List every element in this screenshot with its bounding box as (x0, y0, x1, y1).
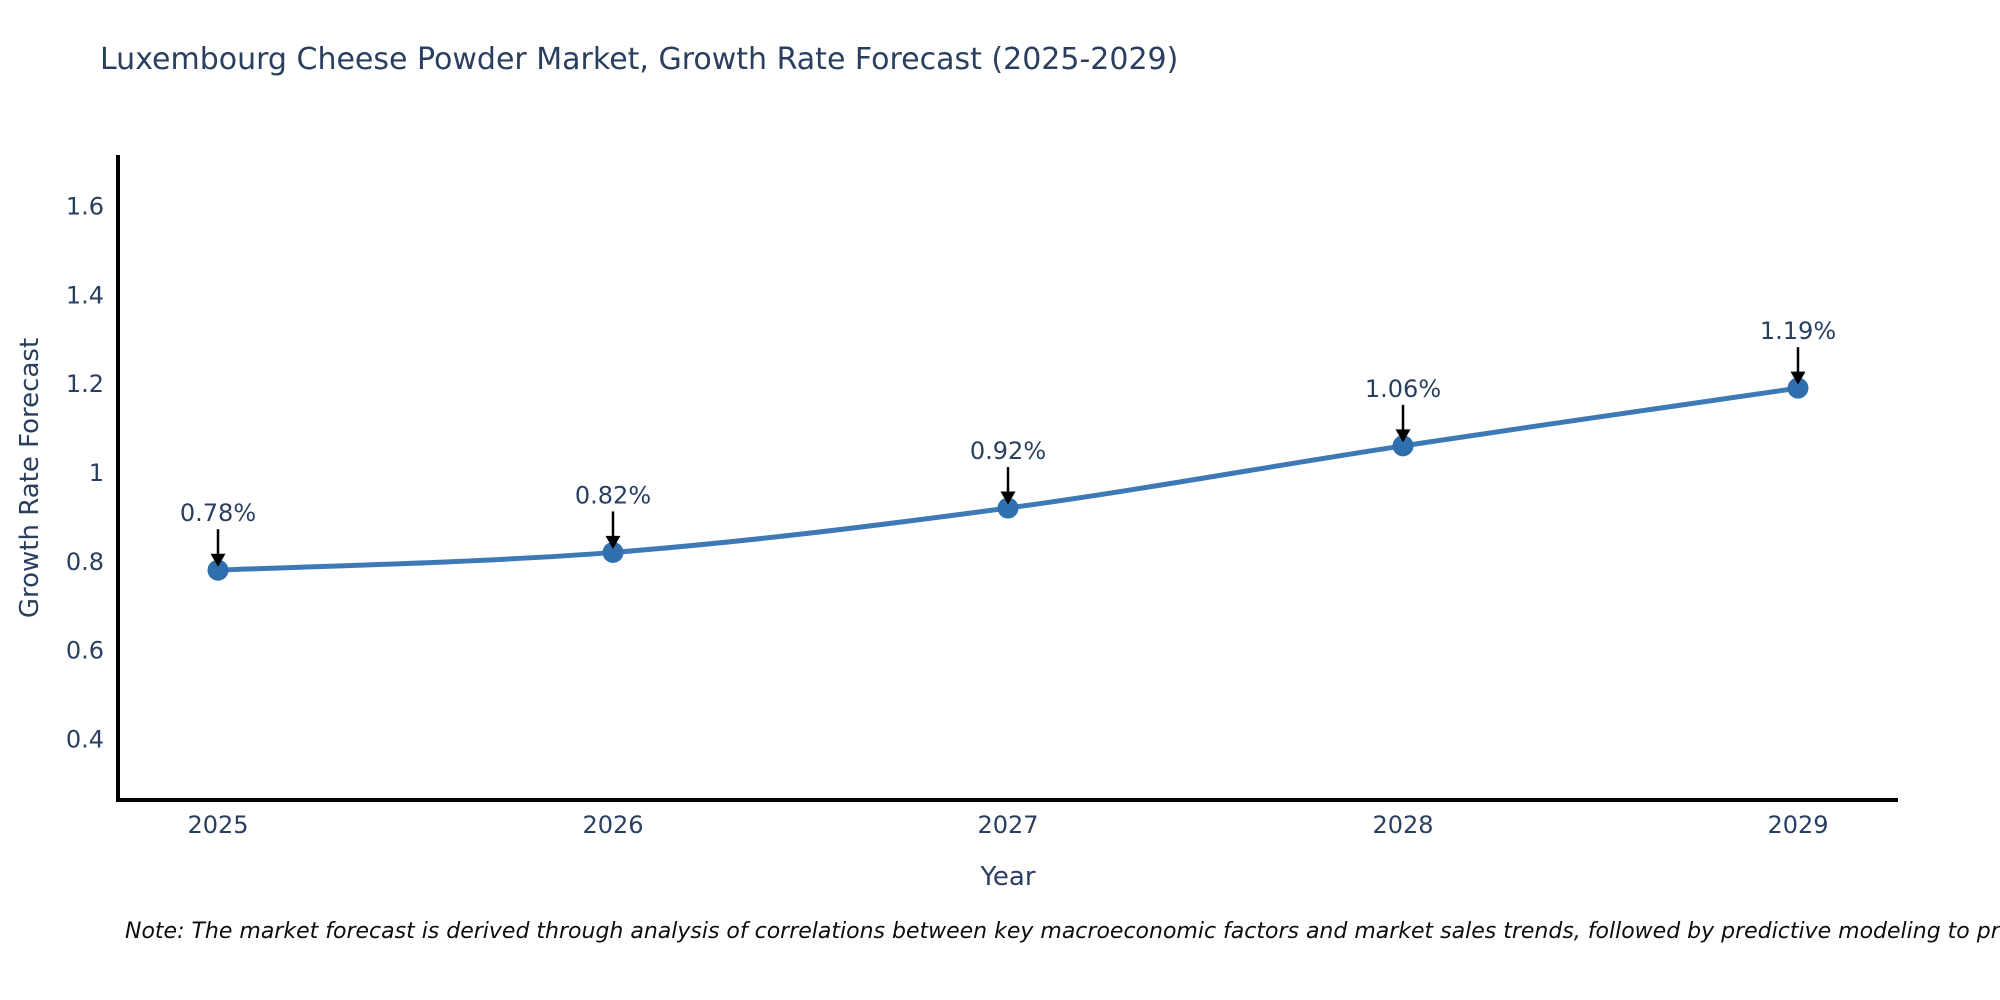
data-point-marker[interactable] (1392, 435, 1414, 457)
x-tick-label: 2028 (1372, 811, 1433, 839)
data-point-marker[interactable] (207, 559, 229, 581)
x-tick-label: 2026 (582, 811, 643, 839)
y-tick-label: 0.8 (66, 548, 104, 576)
annotation-label: 1.19% (1760, 317, 1836, 345)
annotation-arrowhead-icon (210, 553, 226, 567)
annotation-label: 1.06% (1365, 375, 1441, 403)
y-axis-title: Growth Rate Forecast (15, 337, 45, 619)
x-tick-label: 2027 (977, 811, 1038, 839)
y-tick-label: 0.6 (66, 637, 104, 665)
x-tick-label: 2029 (1767, 811, 1828, 839)
annotation-arrowhead-icon (1395, 429, 1411, 443)
chart-title: Luxembourg Cheese Powder Market, Growth … (100, 42, 1179, 77)
y-tick-label: 1.2 (66, 370, 104, 398)
x-axis-title: Year (980, 862, 1036, 892)
y-tick-label: 1 (89, 459, 104, 487)
data-point-marker[interactable] (602, 541, 624, 563)
annotation-arrowhead-icon (1790, 371, 1806, 385)
annotation-label: 0.82% (575, 481, 651, 509)
annotation-arrowhead-icon (1000, 491, 1016, 505)
data-point-marker[interactable] (997, 497, 1019, 519)
x-tick-label: 2025 (187, 811, 248, 839)
y-tick-label: 1.4 (66, 281, 104, 309)
annotation-label: 0.92% (970, 437, 1046, 465)
y-tick-label: 1.6 (66, 193, 104, 221)
y-tick-label: 0.4 (66, 725, 104, 753)
footnote: Note: The market forecast is derived thr… (125, 919, 2000, 944)
annotation-label: 0.78% (180, 499, 256, 527)
annotation-arrowhead-icon (605, 535, 621, 549)
data-point-marker[interactable] (1787, 377, 1809, 399)
